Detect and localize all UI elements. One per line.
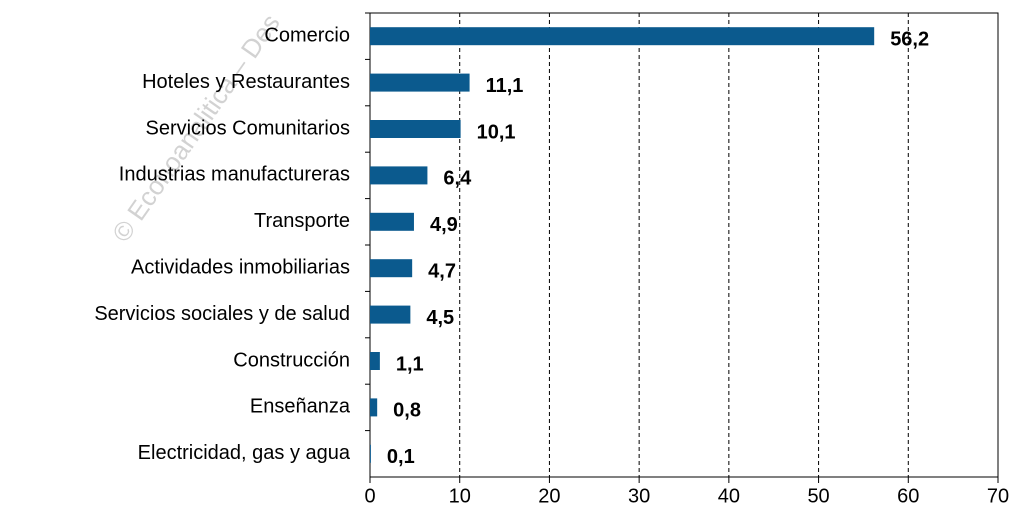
x-tick-label: 40 <box>718 485 740 507</box>
y-tick-label: Industrias manufactureras <box>119 164 350 186</box>
bar <box>370 27 875 46</box>
value-label: 4,7 <box>428 260 456 282</box>
value-label: 11,1 <box>486 75 524 97</box>
value-label: 6,4 <box>443 168 472 190</box>
x-tick-label: 0 <box>364 485 375 507</box>
bar <box>370 398 378 417</box>
y-tick-label: Electricidad, gas y agua <box>138 442 351 464</box>
value-label: 0,1 <box>387 446 415 468</box>
x-tick-label: 50 <box>807 485 829 507</box>
value-label: 10,1 <box>477 121 516 143</box>
bar <box>370 305 411 324</box>
x-tick-label: 20 <box>538 485 560 507</box>
y-tick-label: Actividades inmobiliarias <box>131 256 350 278</box>
bar <box>370 212 414 231</box>
y-tick-label: Comercio <box>264 24 350 46</box>
value-label: 0,8 <box>393 400 421 422</box>
value-label: 1,1 <box>396 353 424 375</box>
bar <box>370 259 413 278</box>
value-label: 4,5 <box>426 307 454 329</box>
x-tick-label: 10 <box>449 485 471 507</box>
value-label: 56,2 <box>890 28 929 50</box>
bar <box>370 352 380 370</box>
x-tick-label: 30 <box>628 485 650 507</box>
y-tick-label: Hoteles y Restaurantes <box>142 71 350 93</box>
y-tick-label: Servicios sociales y de salud <box>94 303 350 325</box>
bar <box>370 73 470 92</box>
y-tick-label: Construcción <box>233 349 350 371</box>
bar <box>370 444 371 463</box>
bar <box>370 166 428 185</box>
value-label: 4,9 <box>430 214 458 236</box>
bar <box>370 120 461 138</box>
x-tick-label: 60 <box>897 485 919 507</box>
y-tick-label: Enseñanza <box>250 396 351 418</box>
y-tick-label: Servicios Comunitarios <box>145 117 350 139</box>
x-tick-label: 70 <box>987 485 1009 507</box>
y-tick-label: Transporte <box>254 210 350 232</box>
